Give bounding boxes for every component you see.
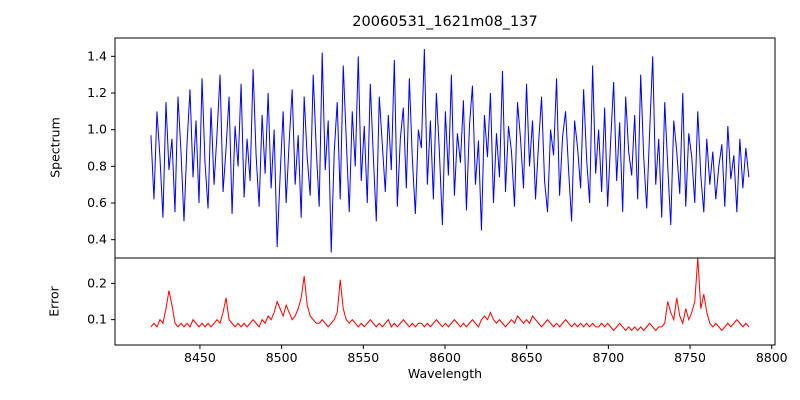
spectrum-y-tick-label: 0.8 (87, 158, 107, 173)
spectrum-y-tick-label: 0.4 (87, 232, 107, 247)
spectrum-y-tick-label: 1.0 (87, 122, 107, 137)
spectrum-y-axis-label: Spectrum (47, 117, 63, 178)
spectrum-y-tick-label: 0.6 (87, 195, 107, 210)
x-tick-label: 8450 (184, 350, 216, 365)
error-y-axis-label: Error (46, 286, 62, 317)
x-tick-label: 8600 (429, 350, 461, 365)
x-tick-label: 8500 (266, 350, 298, 365)
error-y-tick-label: 0.2 (87, 275, 107, 290)
error-line (150, 257, 750, 332)
spectrum-y-tick-label: 1.4 (87, 48, 107, 63)
x-tick-label: 8750 (674, 350, 706, 365)
x-tick-label: 8550 (347, 350, 379, 365)
x-tick-label: 8800 (756, 350, 788, 365)
x-axis-label: Wavelength (407, 366, 483, 381)
chart-title: 20060531_1621m08_137 (352, 14, 538, 30)
spectrum-y-tick-label: 1.2 (87, 85, 107, 100)
error-y-tick-label: 0.1 (87, 312, 107, 327)
x-tick-label: 8650 (511, 350, 543, 365)
x-tick-label: 8700 (592, 350, 624, 365)
spectrum-line (150, 48, 750, 253)
